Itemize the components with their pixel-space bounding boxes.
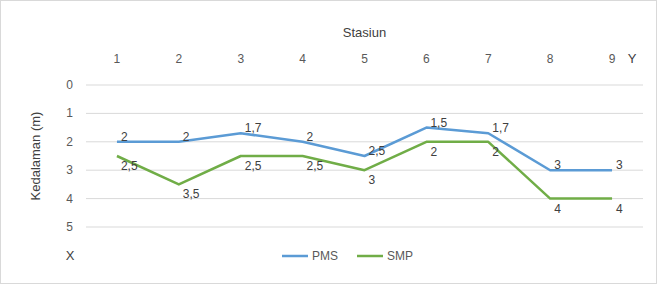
- annotation: X: [66, 248, 75, 263]
- chart-frame: [1, 1, 657, 284]
- data-label: 3: [554, 158, 561, 172]
- data-label: 1,7: [492, 121, 509, 135]
- y-tick-label: 3: [66, 163, 73, 177]
- y-tick-label: 4: [66, 192, 73, 206]
- x-tick-label: 4: [299, 52, 306, 66]
- y-axis-title: Kedalaman (m): [28, 112, 43, 201]
- data-label: 4: [616, 202, 623, 216]
- x-tick-label: 5: [361, 52, 368, 66]
- y-tick-label: 2: [66, 135, 73, 149]
- x-tick-label: 7: [485, 52, 492, 66]
- x-tick-label: 3: [237, 52, 244, 66]
- data-label: 2,5: [369, 144, 386, 158]
- data-label: 2,5: [307, 159, 324, 173]
- x-axis-title: Stasiun: [343, 25, 386, 40]
- data-label: 3: [616, 158, 623, 172]
- x-tick-label: 6: [423, 52, 430, 66]
- data-label: 2,5: [121, 159, 138, 173]
- grid-line: [86, 113, 643, 114]
- x-tick-label: 8: [547, 52, 554, 66]
- annotation: Y: [628, 51, 637, 66]
- x-tick-label: 2: [175, 52, 182, 66]
- legend-label: PMS: [312, 249, 338, 263]
- y-tick-label: 5: [66, 220, 73, 234]
- data-label: 2: [121, 130, 128, 144]
- data-label: 2: [183, 130, 190, 144]
- grid-line: [86, 85, 643, 86]
- x-tick-label: 9: [609, 52, 616, 66]
- data-label: 4: [554, 202, 561, 216]
- y-tick-label: 1: [66, 106, 73, 120]
- chart: 0 1 2 3 4 5 1 2 3 4 5 6 7 8 9 Stasiun Kedalaman (m) Y X 2 2 1…: [0, 0, 657, 284]
- legend-swatch: [357, 255, 383, 258]
- legend-swatch: [282, 255, 308, 258]
- data-label: 2: [307, 130, 314, 144]
- data-label: 1,5: [430, 116, 447, 130]
- data-label: 3,5: [183, 187, 200, 201]
- legend-label: SMP: [387, 249, 413, 263]
- x-tick-label: 1: [114, 52, 121, 66]
- data-label: 1,7: [245, 121, 262, 135]
- grid-line: [86, 227, 643, 228]
- data-label: 2,5: [245, 159, 262, 173]
- data-label: 3: [369, 173, 376, 187]
- y-tick-label: 0: [66, 78, 73, 92]
- series-line: [117, 128, 612, 171]
- data-label: 2: [492, 145, 499, 159]
- data-label: 2: [430, 145, 437, 159]
